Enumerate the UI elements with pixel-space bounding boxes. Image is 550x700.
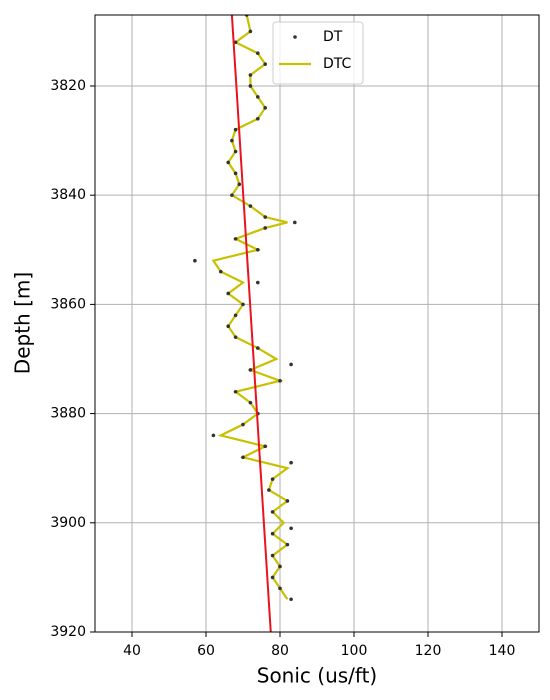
dt-point [267, 488, 271, 492]
dt-point [193, 258, 197, 263]
legend-box [272, 21, 364, 85]
y-tick-label: 3880 [50, 406, 86, 422]
dt-point [263, 444, 268, 449]
dt-point [233, 40, 238, 45]
series-line [230, 15, 272, 632]
y-tick-label: 3860 [50, 296, 86, 312]
dt-point [285, 499, 290, 503]
dt-point [248, 368, 253, 372]
y-tick-label: 3920 [50, 624, 86, 640]
dt-point [270, 510, 275, 514]
dt-point [255, 51, 260, 56]
dt-point [270, 575, 275, 580]
dt-point [233, 313, 238, 318]
dt-point [255, 346, 260, 350]
dt-point [293, 220, 297, 225]
dt-point [255, 95, 260, 99]
dt-point [270, 531, 275, 536]
dt-point [233, 389, 238, 394]
dt-point [278, 586, 282, 591]
y-tick-label: 3900 [50, 515, 86, 531]
x-tick-label: 60 [197, 643, 215, 659]
x-tick-label: 40 [123, 643, 141, 659]
x-tick-label: 140 [489, 643, 516, 659]
legend-symbol [293, 35, 297, 39]
x-axis-label: Sonic (us/ft) [257, 664, 378, 688]
dt-point [248, 204, 253, 208]
legend-label: DT [323, 29, 343, 45]
dt-point [289, 597, 293, 602]
dt-point [278, 379, 282, 383]
plot-area [193, 15, 297, 632]
dt-point [237, 182, 242, 187]
dt-point [226, 291, 230, 296]
x-tick-label: 80 [271, 643, 289, 659]
dt-point [233, 149, 238, 154]
dt-point [248, 400, 253, 405]
dt-point [241, 302, 245, 307]
dt-point [255, 280, 260, 285]
dt-point [219, 269, 223, 274]
dt-point [263, 226, 268, 230]
dt-point [289, 526, 293, 531]
dt-point [241, 455, 245, 460]
dt-point [233, 171, 238, 176]
y-tick-label: 3840 [50, 187, 86, 203]
dt-point [263, 62, 268, 66]
dt-point [289, 362, 293, 367]
y-tick-label: 3820 [50, 78, 86, 94]
dt-point [248, 29, 253, 34]
dt-point [270, 553, 275, 558]
dt-point [248, 84, 253, 88]
dt-point [255, 116, 260, 121]
dt-point [278, 564, 282, 569]
x-tick-label: 120 [415, 643, 442, 659]
dt-point [255, 247, 260, 252]
dt-point [226, 324, 230, 329]
dt-point [233, 335, 238, 339]
legend-label: DTC [323, 56, 352, 72]
dt-point [230, 138, 234, 143]
dt-point [263, 215, 268, 219]
plot-frame [94, 14, 540, 633]
dt-point [263, 106, 268, 110]
dt-point [289, 460, 293, 465]
x-tick-label: 100 [341, 643, 368, 659]
dt-point [248, 73, 253, 77]
y-axis-label: Depth [m] [11, 272, 35, 374]
dt-point [230, 193, 234, 197]
dt-point [270, 477, 275, 481]
dt-point [233, 237, 238, 241]
dt-point [241, 422, 245, 427]
dt-point [226, 160, 230, 165]
dt-point [211, 433, 216, 438]
dt-point [233, 127, 238, 132]
dt-point [285, 542, 290, 547]
